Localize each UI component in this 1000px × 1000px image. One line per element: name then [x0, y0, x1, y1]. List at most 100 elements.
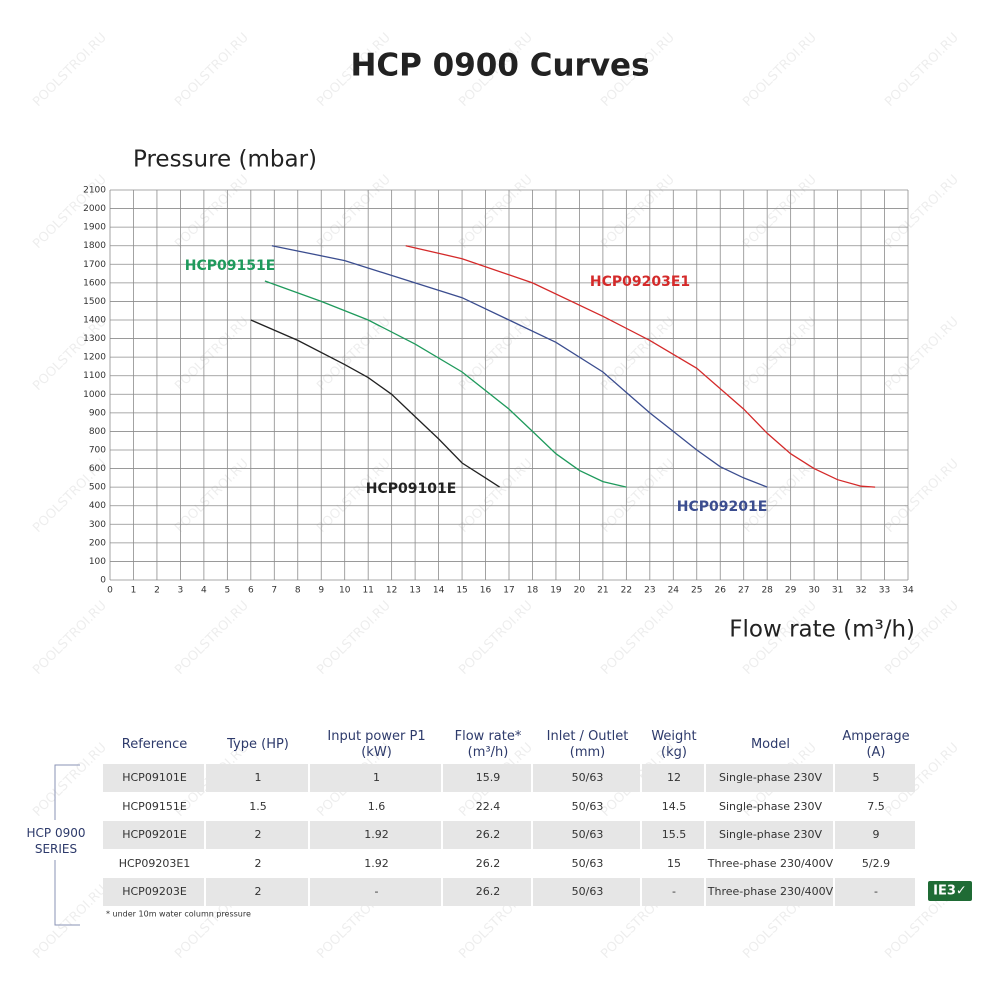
x-tick-label: 4: [201, 586, 207, 596]
row-stripe: [835, 764, 915, 792]
table-cell: -: [874, 885, 878, 898]
y-tick-label: 1900: [83, 223, 106, 233]
table-cell: 15.5: [662, 828, 687, 841]
table-cell: Single-phase 230V: [719, 800, 822, 813]
x-tick-label: 32: [855, 586, 866, 596]
table-header: Type (HP): [226, 737, 289, 752]
x-tick-label: 18: [527, 586, 539, 596]
row-stripe: [533, 878, 640, 906]
x-tick-label: 15: [456, 586, 467, 596]
y-tick-label: 1600: [83, 278, 106, 288]
chart-title: HCP 0900 Curves: [350, 48, 649, 84]
spec-table: Reference Type (HP) Input power P1 (kW) Flow…: [24, 729, 972, 926]
table-cell: HCP09201E: [122, 828, 187, 841]
table-cell: HCP09101E: [122, 771, 187, 784]
table-cell: 9: [873, 828, 880, 841]
table-cell: 50/63: [572, 828, 604, 841]
row-stripe: [206, 821, 308, 849]
table-cell: 5: [873, 771, 880, 784]
badge: IE3✓: [933, 884, 967, 899]
table-cell: Single-phase 230V: [719, 828, 822, 841]
table-cell: HCP09151E: [122, 800, 187, 813]
y-tick-label: 2000: [83, 204, 106, 214]
y-tick-label: 2100: [83, 186, 106, 196]
y-tick-label: 1200: [83, 353, 106, 363]
y-tick-label: 400: [89, 501, 106, 511]
x-tick-label: 29: [785, 586, 797, 596]
table-header: Weight (kg): [651, 729, 696, 760]
table-cell: 2: [255, 857, 262, 870]
table-cell: -: [375, 885, 379, 898]
table-cell: 5/2.9: [862, 857, 890, 870]
y-tick-label: 1400: [83, 316, 106, 326]
row-stripe: [103, 821, 204, 849]
row-stripe: [310, 878, 441, 906]
series-label: HCP09151E: [185, 258, 276, 274]
table-cell: 1.5: [249, 800, 267, 813]
row-stripe: [206, 764, 308, 792]
row-stripe: [533, 764, 640, 792]
table-cell: 50/63: [572, 885, 604, 898]
table-cell: 15.9: [476, 771, 501, 784]
series-lines: HCP09101E HCP09151E HCP09201E HCP09203E1: [185, 245, 876, 515]
table-cell: 50/63: [572, 771, 604, 784]
x-tick-label: 0: [107, 586, 113, 596]
table-cell: 1.92: [364, 828, 389, 841]
table-header: Model: [751, 737, 790, 752]
table-cell: 1: [255, 771, 262, 784]
x-tick-label: 21: [597, 586, 608, 596]
table-cell: 1.92: [364, 857, 389, 870]
series-line: [250, 319, 500, 488]
row-stripe: [310, 821, 441, 849]
row-stripe: [642, 821, 704, 849]
row-stripe: [443, 878, 531, 906]
table-cell: 50/63: [572, 857, 604, 870]
x-tick-label: 6: [248, 586, 254, 596]
y-tick-label: 600: [89, 464, 106, 474]
table-header: Reference: [122, 737, 187, 752]
x-tick-label: 16: [480, 586, 492, 596]
y-tick-label: 1100: [83, 371, 106, 381]
row-stripe: [310, 764, 441, 792]
table-header: Amperage (A): [842, 729, 909, 760]
x-tick-label: 9: [318, 586, 324, 596]
table-cell: 14.5: [662, 800, 687, 813]
x-tick-label: 26: [715, 586, 727, 596]
footnote: * under 10m water column pressure: [106, 910, 251, 919]
y-tick-label: 200: [89, 538, 106, 548]
table-cell: 2: [255, 828, 262, 841]
table-cell: 1: [373, 771, 380, 784]
row-stripe: [103, 878, 204, 906]
y-tick-label: 800: [89, 427, 106, 437]
row-stripe: [706, 878, 833, 906]
series-label: HCP09201E: [677, 499, 768, 515]
x-tick-label: 33: [879, 586, 890, 596]
row-stripe: [443, 821, 531, 849]
group-bg: [24, 820, 88, 860]
row-stripe: [706, 821, 833, 849]
x-tick-label: 7: [271, 586, 277, 596]
table-cell: 22.4: [476, 800, 501, 813]
y-tick-label: 0: [100, 576, 106, 586]
row-stripe: [642, 764, 704, 792]
x-tick-label: 34: [902, 586, 914, 596]
table-header: Input power P1 (kW): [327, 729, 425, 760]
series-line: [271, 245, 768, 488]
y-tick-label: 1700: [83, 260, 106, 270]
x-tick-label: 23: [644, 586, 655, 596]
grid: 0100200300400500600700800900100011001200…: [83, 186, 914, 596]
badge-bg: [928, 881, 972, 901]
table-header: Inlet / Outlet (mm): [547, 729, 629, 760]
y-tick-label: 700: [89, 446, 106, 456]
row-stripe: [835, 878, 915, 906]
table-cell: Single-phase 230V: [719, 771, 822, 784]
x-tick-label: 17: [503, 586, 514, 596]
table-header: Flow rate* (m³/h): [455, 729, 522, 760]
x-tick-label: 25: [691, 586, 702, 596]
x-tick-label: 10: [339, 586, 351, 596]
row-stripe: [642, 878, 704, 906]
x-tick-label: 28: [761, 586, 773, 596]
y-tick-label: 300: [89, 520, 106, 530]
table-cell: 12: [667, 771, 681, 784]
